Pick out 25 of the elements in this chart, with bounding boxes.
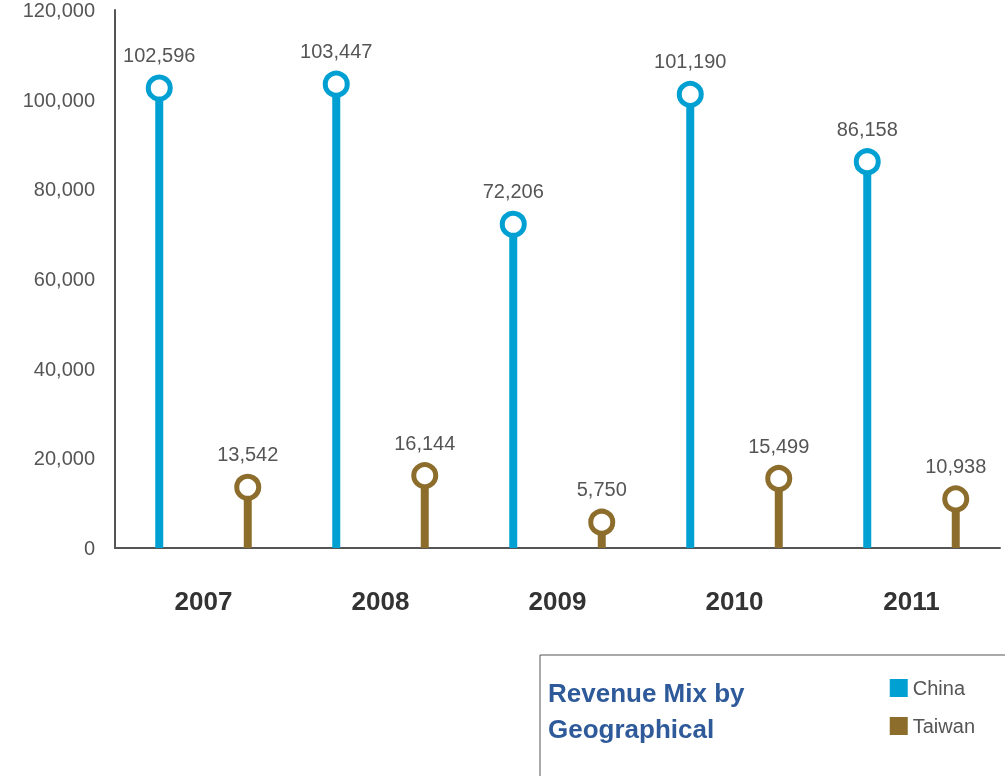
legend-label: Taiwan [912,715,976,737]
x-tick-label: 2010 [705,586,764,616]
data-label: 103,447 [300,40,373,63]
y-tick-label: 20,000 [33,447,95,470]
x-tick-label: 2009 [528,586,587,616]
data-label: 102,596 [123,44,196,67]
y-tick-label: 0 [83,537,95,559]
legend-title: Revenue Mix by Geographical [548,678,752,744]
y-tick-label: 40,000 [33,357,95,380]
data-label: 72,206 [482,180,544,203]
data-label: 101,190 [654,50,727,73]
y-tick-label: 60,000 [33,268,95,290]
x-tick-label: 2008 [351,586,410,616]
x-tick-label: 2007 [174,586,233,616]
data-label: 5,750 [576,478,627,501]
data-label: 15,499 [748,434,810,457]
data-label: 13,542 [217,443,279,466]
x-tick-label: 2011 [883,586,940,616]
data-label: 10,938 [925,454,987,477]
y-tick-label: 120,000 [22,0,95,21]
y-tick-label: 80,000 [33,178,95,201]
legend-label: China [912,677,966,699]
y-tick-label: 100,000 [22,88,95,111]
data-label: 16,144 [394,431,456,454]
data-label: 86,158 [836,117,898,140]
